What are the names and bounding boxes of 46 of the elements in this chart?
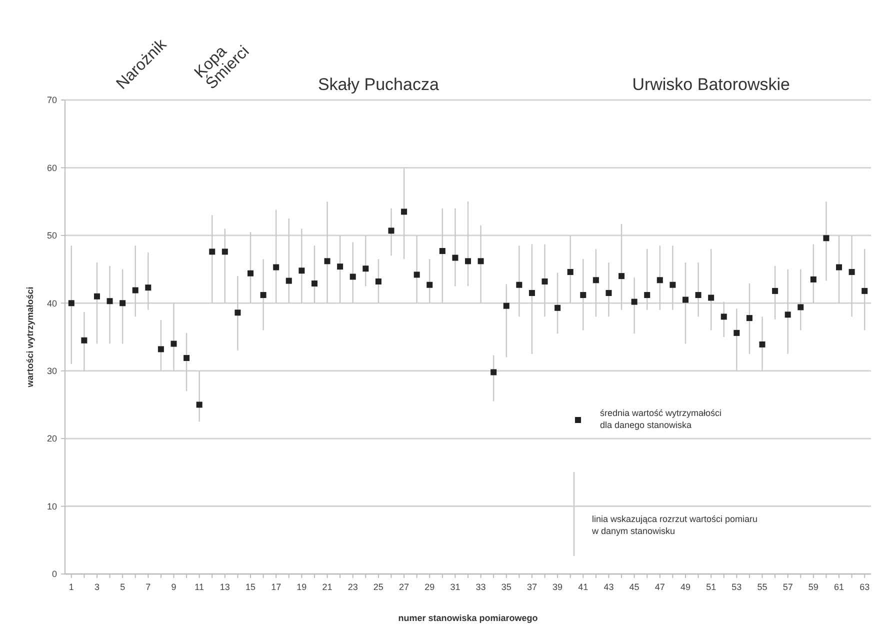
x-tick-label: 17 (271, 582, 282, 592)
x-tick-label: 35 (501, 582, 512, 592)
x-tick-label: 39 (552, 582, 563, 592)
x-tick-label: 55 (757, 582, 768, 592)
x-axis-title: numer stanowiska pomiarowego (398, 613, 538, 623)
y-tick-label: 60 (46, 162, 57, 173)
y-tick-label: 30 (46, 366, 57, 376)
x-tick-label: 61 (834, 582, 844, 592)
x-tick-label: 33 (476, 582, 486, 592)
x-tick-label: 57 (782, 582, 793, 592)
x-tick-label: 1 (68, 582, 74, 592)
x-tick-label: 53 (732, 582, 742, 592)
y-tick-label: 70 (46, 95, 57, 106)
x-tick-label: 21 (322, 582, 332, 592)
x-tick-label: 11 (194, 582, 204, 592)
x-tick-label: 3 (94, 582, 100, 592)
x-tick-label: 59 (808, 582, 818, 592)
x-tick-label: 49 (680, 582, 690, 592)
annotation: linia wskazująca rozrzut wartości pomiaru w danym stanowisku (591, 514, 758, 536)
x-tick-label: 31 (450, 582, 460, 592)
x-tick-label: 63 (860, 582, 870, 592)
x-tick-label: 5 (120, 582, 126, 592)
x-tick-label: 15 (246, 582, 256, 592)
y-tick-label: 20 (46, 434, 57, 444)
x-tick-label: 37 (526, 582, 537, 592)
legend-label: średnia wartość wytrzymałości dla danego stanowiska (600, 408, 722, 430)
text: Urwisko Batorowskie (632, 75, 790, 94)
x-tick-label: 45 (629, 582, 640, 592)
text: Skały Puchacza (318, 75, 440, 94)
x-tick-label: 25 (373, 582, 384, 592)
x-tick-label: 43 (604, 582, 614, 592)
x-tick-label: 9 (171, 582, 176, 592)
x-tick-label: 7 (146, 582, 151, 592)
x-tick-label: 19 (296, 582, 307, 592)
y-tick-label: 40 (46, 298, 57, 308)
y-tick-label: 0 (52, 569, 57, 580)
y-axis-title: wartości wytrzymałości (25, 286, 35, 388)
x-tick-label: 41 (578, 582, 588, 592)
y-tick-label: 10 (46, 501, 57, 512)
x-tick-label: 27 (399, 582, 410, 592)
x-tick-label: 13 (220, 582, 230, 592)
x-tick-label: 51 (706, 582, 716, 592)
x-tick-label: 23 (348, 582, 358, 592)
x-tick-label: 47 (654, 582, 665, 592)
x-tick-label: 29 (424, 582, 435, 592)
y-tick-label: 50 (46, 230, 57, 241)
